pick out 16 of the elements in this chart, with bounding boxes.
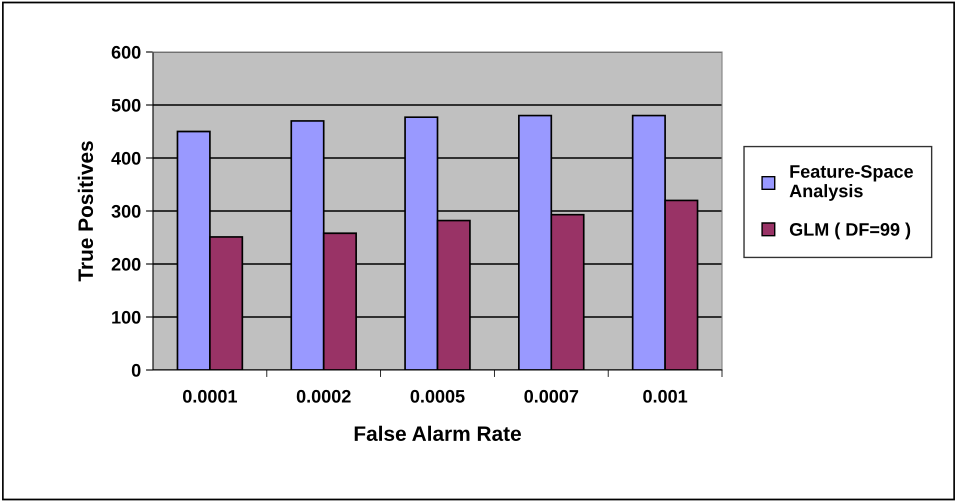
- y-tick-label: 500: [112, 98, 140, 112]
- y-tick-label: 0: [132, 364, 140, 377]
- x-tick-label: 0.001: [643, 390, 688, 403]
- y-axis-title: True Positives: [78, 141, 94, 282]
- legend-label: Feature-Space Analysis: [790, 165, 913, 201]
- x-axis-title: False Alarm Rate: [354, 426, 521, 442]
- y-tick-label: 400: [111, 152, 140, 165]
- x-tick-label: 0.0007: [524, 390, 578, 403]
- legend-label: GLM ( DF=99 ): [790, 222, 910, 240]
- x-tick-label: 0.0002: [296, 390, 351, 403]
- y-tick-label: 200: [112, 258, 140, 271]
- x-tick-label: 0.0001: [183, 390, 238, 403]
- y-tick-label: 600: [112, 46, 140, 59]
- y-tick-label: 100: [112, 310, 140, 324]
- x-tick-label: 0.0005: [410, 390, 465, 403]
- y-tick-label: 300: [111, 204, 140, 218]
